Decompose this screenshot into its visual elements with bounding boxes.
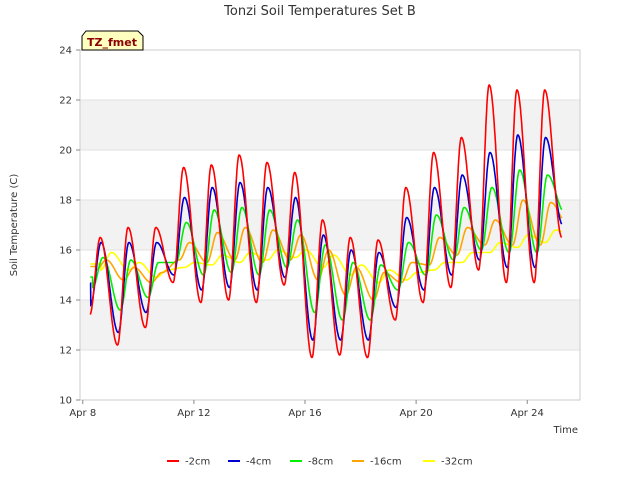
series-lines	[89, 84, 563, 359]
y-tick-label: 24	[59, 46, 72, 57]
y-axis-label: Soil Temperature (C)	[9, 174, 20, 277]
y-tick-label: 10	[59, 396, 72, 407]
x-tick-label: Apr 12	[177, 408, 210, 419]
y-axis-ticks: 10 12 14 16 18 20 22 24	[59, 46, 80, 407]
grid-band	[80, 200, 580, 250]
y-tick-label: 20	[59, 146, 72, 157]
series-line-m4cm	[89, 134, 563, 341]
x-axis-ticks: Apr 8 Apr 12 Apr 16 Apr 20 Apr 24	[69, 400, 544, 419]
legend: -2cm -4cm -8cm -16cm -32cm	[167, 457, 473, 468]
site-label-tag: TZ_fmet	[81, 30, 144, 51]
site-label: TZ_fmet	[87, 36, 137, 49]
y-tick-label: 14	[59, 296, 72, 307]
y-tick-label: 12	[59, 346, 72, 357]
grid-band	[80, 300, 580, 350]
y-tick-label: 22	[59, 96, 72, 107]
series-line-m8cm	[90, 169, 563, 321]
legend-item-label: -16cm	[370, 457, 402, 468]
chart-title: Tonzi Soil Temperatures Set B	[223, 4, 416, 19]
legend-item-label: -8cm	[308, 457, 333, 468]
legend-item-label: -4cm	[246, 457, 271, 468]
legend-item-label: -32cm	[441, 457, 473, 468]
x-tick-label: Apr 16	[288, 408, 321, 419]
series-line-m2cm	[89, 84, 563, 359]
legend-item-label: -2cm	[185, 457, 210, 468]
x-axis-label: Time	[553, 425, 578, 436]
plot-frame	[79, 49, 581, 401]
x-tick-label: Apr 24	[511, 408, 544, 419]
y-tick-label: 16	[59, 246, 72, 257]
grid-bands	[80, 49, 580, 401]
x-tick-label: Apr 8	[69, 408, 96, 419]
grid-band	[80, 100, 580, 150]
y-tick-label: 18	[59, 196, 72, 207]
x-tick-label: Apr 20	[400, 408, 433, 419]
